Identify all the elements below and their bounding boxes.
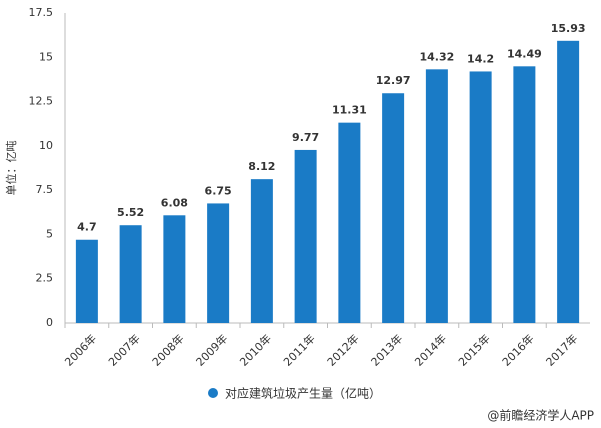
bar (425, 69, 448, 324)
x-tick-label: 2013年 (368, 331, 405, 368)
bar (382, 93, 405, 323)
x-tick-label: 2011年 (280, 331, 317, 368)
value-label: 12.97 (376, 74, 411, 87)
legend-marker (208, 388, 218, 398)
x-tick-label: 2010年 (237, 331, 274, 368)
value-label: 14.32 (419, 50, 454, 63)
bar (119, 225, 142, 323)
value-label: 11.31 (332, 104, 367, 117)
value-label: 15.93 (551, 22, 586, 35)
y-tick-label: 5 (46, 227, 53, 240)
x-tick-label: 2015年 (455, 331, 492, 368)
x-tick-label: 2008年 (149, 331, 186, 368)
bar (75, 239, 98, 323)
value-label: 6.08 (161, 196, 188, 209)
bar (513, 66, 536, 323)
x-tick-label: 2014年 (412, 331, 449, 368)
x-tick-label: 2006年 (62, 331, 99, 368)
value-label: 5.52 (117, 206, 144, 219)
y-tick-label: 12.5 (29, 95, 54, 108)
x-tick-label: 2016年 (499, 331, 536, 368)
bar (294, 149, 317, 323)
y-tick-label: 15 (39, 50, 53, 63)
value-label: 4.7 (77, 221, 97, 234)
value-label: 6.75 (205, 184, 232, 197)
value-label: 14.49 (507, 47, 542, 60)
x-tick-label: 2009年 (193, 331, 230, 368)
x-tick-label: 2017年 (543, 331, 580, 368)
source: @前瞻经济学人APP (487, 408, 594, 423)
y-tick-label: 10 (39, 139, 53, 152)
bar (207, 203, 230, 323)
y-tick-label: 2.5 (36, 272, 54, 285)
value-label: 9.77 (292, 131, 319, 144)
y-tick-label: 0 (46, 316, 53, 329)
x-tick-label: 2012年 (324, 331, 361, 368)
value-label: 14.2 (467, 52, 494, 65)
bar (469, 71, 492, 323)
y-axis-label: 单位：亿吨 (4, 141, 18, 196)
bar (557, 40, 580, 323)
y-tick-label: 17.5 (29, 6, 54, 19)
x-tick-label: 2007年 (105, 331, 142, 368)
bar (250, 179, 273, 323)
bar (338, 122, 361, 323)
y-tick-label: 7.5 (36, 183, 54, 196)
legend-label: 对应建筑垃圾产生量（亿吨） (225, 386, 381, 401)
value-label: 8.12 (248, 160, 275, 173)
bar (163, 215, 186, 323)
